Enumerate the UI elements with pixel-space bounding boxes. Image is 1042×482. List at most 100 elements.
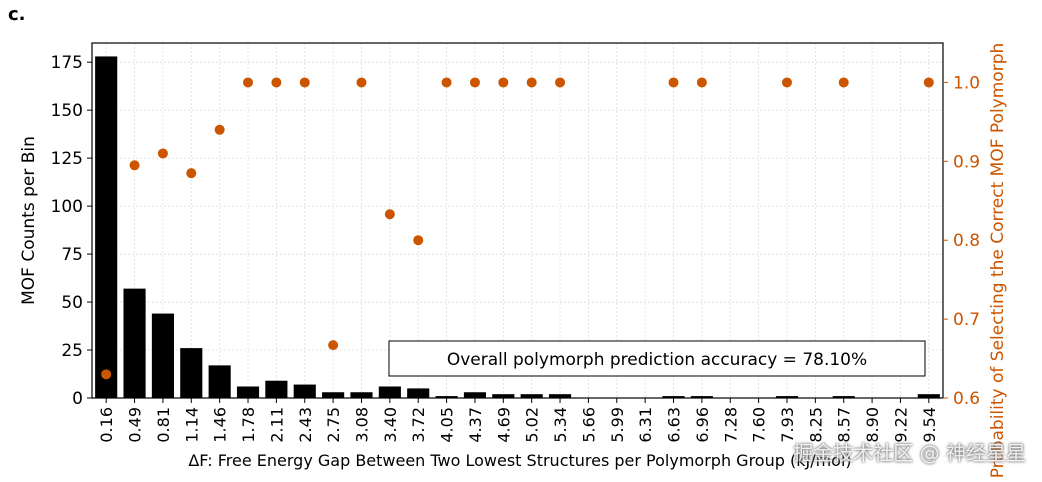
bar [520, 394, 543, 398]
bar [293, 384, 316, 398]
bar [180, 348, 203, 398]
x-tick-label: 7.60 [750, 407, 769, 443]
y-tick-label: 75 [61, 245, 83, 265]
y-tick-label: 125 [51, 149, 83, 169]
y-tick-label: 50 [61, 293, 83, 313]
y2-tick-label: 1.0 [953, 73, 980, 93]
x-tick-label: 3.08 [352, 407, 371, 443]
probability-point [101, 369, 112, 380]
probability-points [101, 77, 934, 380]
x-tick-label: 5.02 [523, 407, 542, 443]
y-tick-label: 175 [51, 53, 83, 73]
bar [917, 394, 940, 398]
y2-tick-label: 0.9 [953, 152, 980, 172]
bars [95, 56, 940, 398]
probability-point [469, 77, 480, 88]
x-tick-label: 5.66 [579, 407, 598, 443]
x-tick-label: 1.78 [239, 407, 258, 443]
bar [151, 313, 174, 398]
y-axis-label: MOF Counts per Bin [19, 136, 39, 305]
bar [492, 394, 515, 398]
accuracy-annotation: Overall polymorph prediction accuracy = … [388, 340, 926, 377]
y2-tick-label: 0.6 [953, 389, 980, 409]
x-tick-label: 9.54 [920, 407, 939, 443]
y2-tick-label: 0.7 [953, 310, 980, 330]
y2-tick-label: 0.8 [953, 231, 980, 251]
probability-point [299, 77, 310, 88]
x-tick-label: 1.46 [211, 407, 230, 443]
x-tick-label: 2.11 [267, 407, 286, 443]
annotation-box [388, 340, 926, 377]
probability-point [668, 77, 679, 88]
x-tick-label: 4.69 [494, 407, 513, 443]
probability-point [271, 77, 282, 88]
probability-point [328, 340, 339, 351]
panel-label: c. [8, 4, 26, 25]
probability-point [696, 77, 707, 88]
x-tick-label: 9.22 [891, 407, 910, 443]
annotation-text: Overall polymorph prediction accuracy = … [447, 350, 867, 370]
bar [265, 380, 288, 398]
grid [92, 43, 943, 399]
bar [95, 56, 118, 398]
probability-point [413, 235, 424, 246]
probability-point [157, 148, 168, 159]
x-tick-label: 2.75 [324, 407, 343, 443]
bar [236, 386, 260, 398]
probability-point [923, 77, 934, 88]
probability-point [498, 77, 509, 88]
y2-axis-label: Probability of Selecting the Correct MOF… [988, 43, 1008, 479]
y-tick-label: 25 [61, 341, 83, 361]
bar [832, 396, 855, 398]
x-tick-label: 6.63 [665, 407, 684, 443]
bar [435, 396, 458, 398]
bar [548, 394, 572, 398]
x-tick-label: 6.31 [636, 407, 655, 443]
watermark: 掘金技术社区 @ 神经星星 [793, 441, 1026, 465]
x-tick-label: 5.99 [608, 407, 627, 443]
probability-point [356, 77, 367, 88]
probability-point [781, 77, 792, 88]
x-tick-label: 8.25 [806, 407, 825, 443]
x-tick-label: 2.43 [296, 407, 315, 443]
bar [350, 392, 373, 398]
x-tick-label: 6.96 [693, 407, 712, 443]
x-tick-label: 7.28 [721, 407, 740, 443]
bar [208, 365, 231, 398]
bar [775, 396, 799, 398]
x-tick-label: 1.14 [182, 407, 201, 443]
y-tick-label: 100 [51, 197, 83, 217]
x-tick-label: 3.40 [381, 407, 400, 443]
x-tick-label: 0.16 [97, 407, 116, 443]
bar [322, 392, 345, 398]
bar [662, 396, 685, 398]
probability-point [838, 77, 849, 88]
probability-point [555, 77, 566, 88]
y-tick-label: 150 [51, 101, 83, 121]
x-tick-label: 0.49 [126, 407, 145, 443]
x-axis-label: ΔF: Free Energy Gap Between Two Lowest S… [188, 451, 851, 470]
x-tick-label: 8.90 [863, 407, 882, 443]
probability-point [214, 124, 225, 135]
plot-frame [91, 42, 944, 399]
probability-point [129, 160, 140, 171]
x-tick-label: 4.37 [466, 407, 485, 443]
probability-point [441, 77, 452, 88]
bar [378, 386, 401, 398]
x-tick-label: 8.57 [835, 407, 854, 443]
x-tick-label: 7.93 [778, 407, 797, 443]
x-tick-label: 5.34 [551, 407, 570, 443]
bar [407, 388, 430, 398]
y-tick-label: 0 [72, 389, 83, 409]
axis-ticks: 0.16 0.49 0.81 1.14 1.46 1.78 2.11 2.43 2.75 3.08… [51, 53, 981, 442]
probability-point [186, 168, 197, 179]
x-tick-label: 0.81 [154, 407, 173, 443]
probability-point [526, 77, 537, 88]
bar [690, 396, 713, 398]
bar [123, 288, 146, 398]
x-tick-label: 3.72 [409, 407, 428, 443]
probability-point [243, 77, 254, 88]
bar [463, 392, 487, 398]
x-tick-label: 4.05 [438, 407, 457, 443]
